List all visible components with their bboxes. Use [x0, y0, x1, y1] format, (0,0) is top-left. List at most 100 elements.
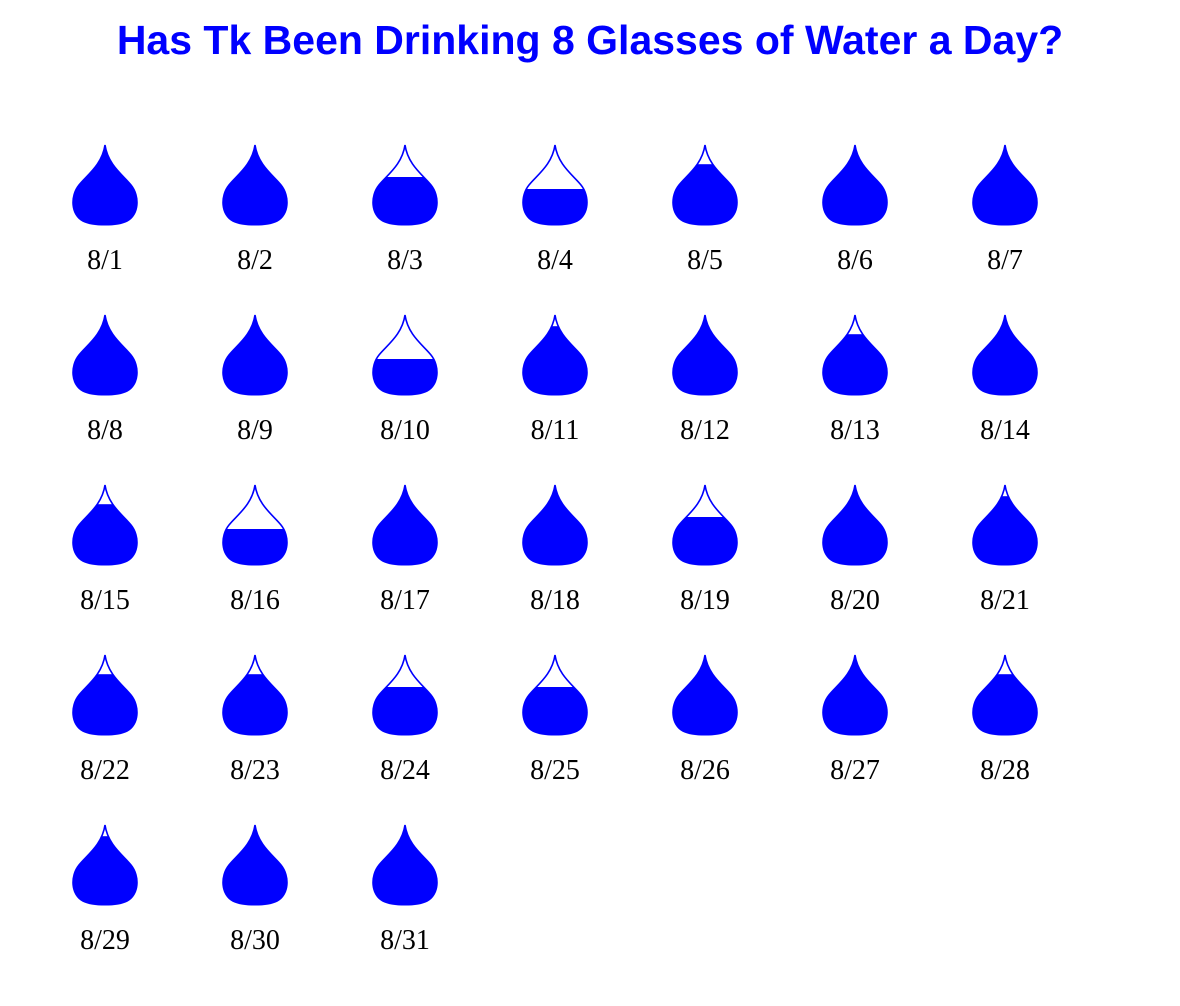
day-label-8-24: 8/24 [380, 755, 430, 786]
water-drop-icon [222, 654, 288, 736]
water-level-8-15 [73, 504, 137, 565]
water-drop-icon [672, 654, 738, 736]
water-drop-icon [822, 654, 888, 736]
day-label-8-28: 8/28 [980, 755, 1030, 786]
day-label-8-6: 8/6 [837, 245, 873, 276]
water-drop-icon [372, 314, 438, 396]
day-label-8-17: 8/17 [380, 585, 430, 616]
water-level-8-16 [223, 529, 287, 565]
day-label-8-9: 8/9 [237, 415, 273, 446]
water-drop-icon [72, 314, 138, 396]
water-drop-icon [372, 144, 438, 226]
day-label-8-23: 8/23 [230, 755, 280, 786]
water-drop-icon [372, 484, 438, 566]
water-drop-icon [222, 484, 288, 566]
water-drop-8-4 [522, 144, 588, 226]
day-label-8-4: 8/4 [537, 245, 573, 276]
day-label-8-18: 8/18 [530, 585, 580, 616]
day-label-8-3: 8/3 [387, 245, 423, 276]
water-level-8-22 [73, 674, 137, 735]
day-label-8-8: 8/8 [87, 415, 123, 446]
water-drop-icon [72, 144, 138, 226]
water-drop-8-16 [222, 484, 288, 566]
day-label-8-13: 8/13 [830, 415, 880, 446]
water-drop-icon [72, 484, 138, 566]
water-drop-icon [522, 144, 588, 226]
water-drop-icon [372, 824, 438, 906]
day-label-8-29: 8/29 [80, 925, 130, 956]
water-drop-8-14 [972, 314, 1038, 396]
water-drop-8-3 [372, 144, 438, 226]
water-drop-8-6 [822, 144, 888, 226]
water-drop-icon [72, 824, 138, 906]
day-label-8-19: 8/19 [680, 585, 730, 616]
water-drop-8-5 [672, 144, 738, 226]
water-drop-8-26 [672, 654, 738, 736]
water-drop-icon [972, 654, 1038, 736]
day-label-8-2: 8/2 [237, 245, 273, 276]
water-drop-icon [372, 654, 438, 736]
water-drop-8-22 [72, 654, 138, 736]
day-label-8-14: 8/14 [980, 415, 1030, 446]
water-drop-8-30 [222, 824, 288, 906]
water-level-8-19 [673, 517, 737, 565]
water-drop-8-24 [372, 654, 438, 736]
water-drop-icon [972, 144, 1038, 226]
day-label-8-11: 8/11 [531, 415, 580, 446]
water-drop-icon [822, 314, 888, 396]
day-label-8-20: 8/20 [830, 585, 880, 616]
water-drop-8-1 [72, 144, 138, 226]
water-drop-8-15 [72, 484, 138, 566]
water-drop-icon [522, 484, 588, 566]
water-drop-icon [72, 654, 138, 736]
water-drop-8-18 [522, 484, 588, 566]
water-level-8-3 [373, 177, 437, 225]
water-drop-8-25 [522, 654, 588, 736]
page-title: Has Tk Been Drinking 8 Glasses of Water … [116, 17, 1064, 63]
day-label-8-10: 8/10 [380, 415, 430, 446]
day-label-8-31: 8/31 [380, 925, 430, 956]
water-level-8-13 [823, 334, 887, 395]
water-level-8-10 [373, 359, 437, 395]
water-level-8-4 [523, 189, 587, 225]
day-label-8-21: 8/21 [980, 585, 1030, 616]
water-drop-8-21 [972, 484, 1038, 566]
water-drop-icon [972, 484, 1038, 566]
day-label-8-16: 8/16 [230, 585, 280, 616]
water-drop-8-31 [372, 824, 438, 906]
water-drop-icon [522, 654, 588, 736]
water-drop-icon [822, 144, 888, 226]
water-drop-8-19 [672, 484, 738, 566]
water-drop-icon [222, 824, 288, 906]
water-drop-8-20 [822, 484, 888, 566]
water-drop-8-13 [822, 314, 888, 396]
water-drop-8-12 [672, 314, 738, 396]
water-drop-8-27 [822, 654, 888, 736]
day-label-8-25: 8/25 [530, 755, 580, 786]
water-drop-icon [822, 484, 888, 566]
water-drop-8-23 [222, 654, 288, 736]
water-level-8-23 [223, 674, 287, 735]
water-drop-8-8 [72, 314, 138, 396]
day-label-8-27: 8/27 [830, 755, 880, 786]
water-drop-icon [522, 314, 588, 396]
day-label-8-15: 8/15 [80, 585, 130, 616]
water-level-8-25 [523, 687, 587, 735]
water-level-8-24 [373, 687, 437, 735]
day-label-8-30: 8/30 [230, 925, 280, 956]
water-drop-8-9 [222, 314, 288, 396]
water-drop-8-29 [72, 824, 138, 906]
water-drop-8-2 [222, 144, 288, 226]
water-level-8-28 [973, 674, 1037, 735]
water-drop-8-28 [972, 654, 1038, 736]
day-label-8-1: 8/1 [87, 245, 123, 276]
water-drop-8-11 [522, 314, 588, 396]
day-label-8-26: 8/26 [680, 755, 730, 786]
water-drop-icon [972, 314, 1038, 396]
water-drop-icon [222, 314, 288, 396]
water-drop-icon [672, 484, 738, 566]
water-drop-icon [222, 144, 288, 226]
water-drop-8-7 [972, 144, 1038, 226]
water-drop-icon [672, 314, 738, 396]
